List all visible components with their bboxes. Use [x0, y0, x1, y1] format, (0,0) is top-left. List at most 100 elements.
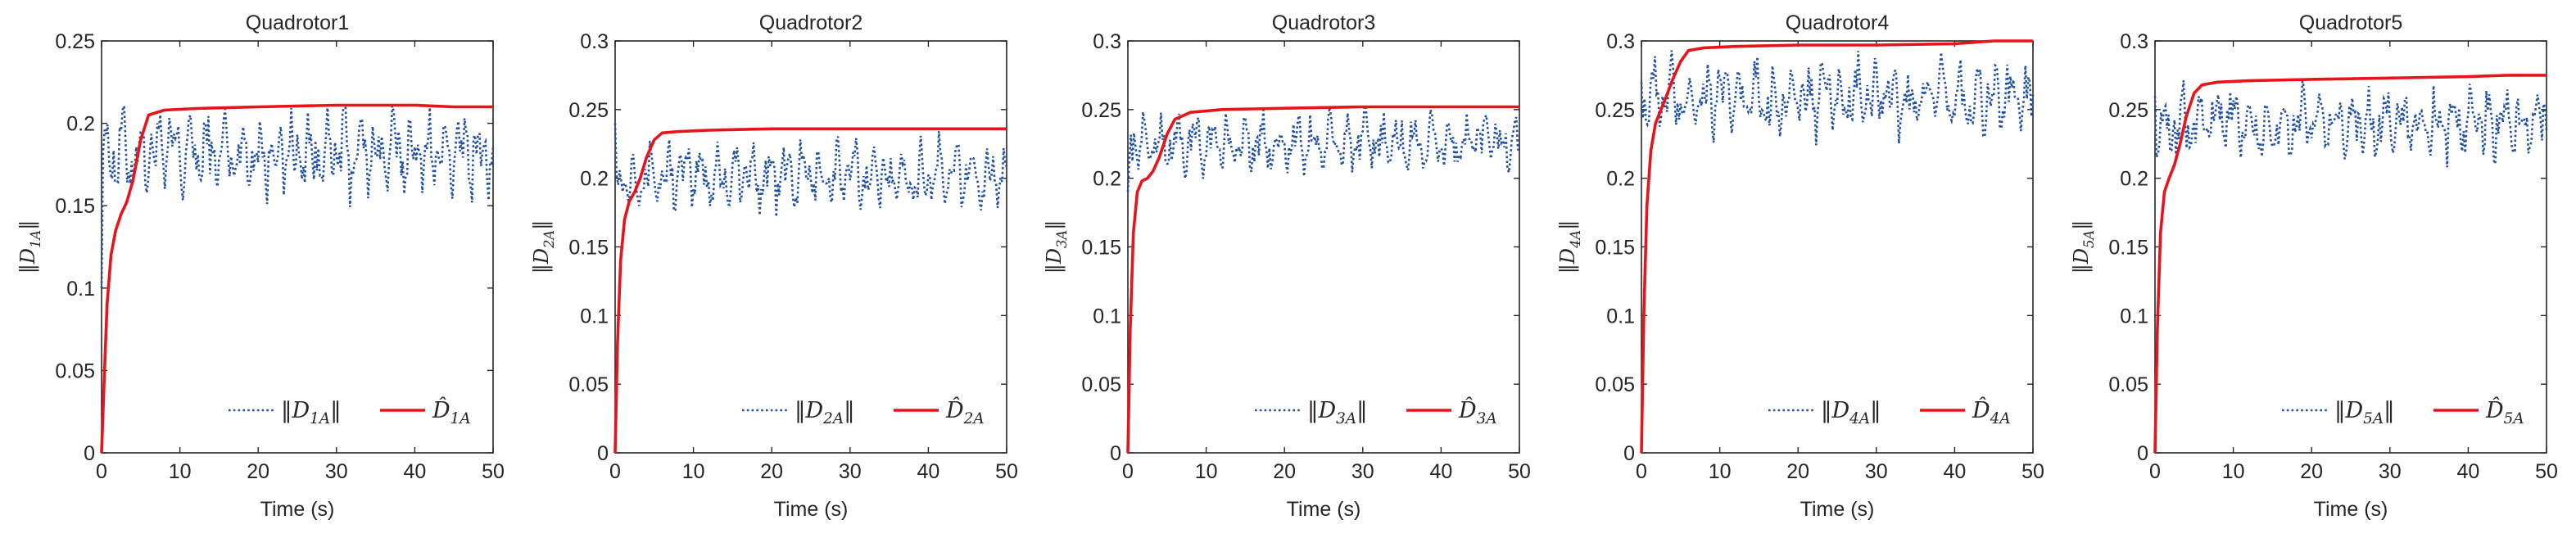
y-tick-label: 0.2 — [1606, 168, 1635, 191]
x-axis-label: Time (s) — [260, 498, 335, 521]
x-tick-label: 40 — [1429, 460, 1452, 483]
x-tick-label: 0 — [1636, 460, 1647, 483]
x-tick-label: 50 — [2021, 460, 2044, 483]
y-tick-label: 0.15 — [2108, 237, 2148, 260]
series-line-measured — [1640, 50, 2035, 146]
x-tick-label: 20 — [2300, 460, 2323, 483]
chart-panel-5: Quadrotor5 0 10 20 30 40 50 0 0.05 0.1 0.15 0.2 0.25… — [2070, 11, 2558, 521]
x-tick-label: 10 — [169, 460, 192, 483]
rich-label: D̂1A — [432, 396, 471, 427]
rich-label: D̂3A — [1458, 396, 1497, 427]
y-tick-label: 0.15 — [1595, 237, 1635, 260]
x-tick-label: 50 — [995, 460, 1018, 483]
legend: ‖D3A‖ D̂3A — [1255, 396, 1497, 427]
y-axis-label-group: ‖D5A‖ — [2070, 220, 2097, 274]
x-tick-label: 50 — [1508, 460, 1531, 483]
rich-label: ‖D3A‖ — [1043, 220, 1070, 274]
y-tick-label: 0 — [84, 442, 95, 465]
plot-area — [614, 40, 1007, 454]
x-axis-label: Time (s) — [774, 498, 849, 521]
plot-area — [101, 40, 494, 454]
chart-panel-2: Quadrotor2 0 10 20 30 40 50 0 0.05 0.1 0.15 0.2 0.25… — [530, 11, 1018, 521]
plot-area — [1127, 40, 1520, 454]
series-line-measured — [100, 101, 495, 288]
y-tick-label: 0.1 — [2120, 305, 2148, 328]
y-tick-label: 0.15 — [568, 237, 609, 260]
chart-title: Quadrotor1 — [246, 11, 349, 34]
x-tick-label: 0 — [1122, 460, 1134, 483]
rich-label: ‖D5A‖ — [2070, 220, 2097, 274]
x-tick-label: 10 — [1709, 460, 1732, 483]
series-line-estimate — [1126, 105, 1519, 454]
x-tick-label: 50 — [2535, 460, 2558, 483]
x-tick-label: 0 — [2149, 460, 2161, 483]
y-tick-label: 0.1 — [580, 305, 609, 328]
x-axis-label: Time (s) — [2314, 498, 2388, 521]
chart-title: Quadrotor4 — [1786, 11, 1890, 34]
chart-title: Quadrotor2 — [759, 11, 862, 34]
rich-label: ‖D4A‖ — [1556, 220, 1583, 274]
x-axis-label: Time (s) — [1287, 498, 1361, 521]
plot-area — [1641, 40, 2034, 454]
y-tick-label: 0.2 — [580, 168, 609, 191]
y-tick-label: 0.15 — [1081, 237, 1121, 260]
y-axis-label-group: ‖D3A‖ — [1043, 220, 1070, 274]
y-tick-label: 0.25 — [568, 99, 609, 122]
rich-label: ‖D4A‖ — [1821, 398, 1881, 427]
x-tick-label: 20 — [1273, 460, 1296, 483]
x-tick-label: 30 — [325, 460, 348, 483]
y-tick-label: 0.3 — [2120, 30, 2148, 53]
series-line-measured — [613, 123, 1008, 217]
x-tick-label: 40 — [2456, 460, 2479, 483]
y-tick-label: 0.25 — [2108, 99, 2148, 122]
y-tick-label: 0.05 — [568, 373, 609, 396]
rich-label: ‖D1A‖ — [16, 220, 43, 274]
y-tick-label: 0.2 — [66, 113, 95, 136]
y-tick-label: 0.1 — [1093, 305, 1121, 328]
series-line-estimate — [1640, 39, 2033, 454]
y-tick-label: 0 — [1623, 442, 1635, 465]
series-line-estimate — [613, 127, 1007, 454]
x-tick-label: 0 — [96, 460, 107, 483]
x-tick-label: 30 — [839, 460, 862, 483]
y-axis-label-group: ‖D4A‖ — [1556, 220, 1583, 274]
rich-label: ‖D2A‖ — [795, 398, 855, 427]
y-axis-label-group: ‖D2A‖ — [530, 220, 557, 274]
y-tick-label: 0.1 — [66, 278, 95, 301]
y-axis-label-group: ‖D1A‖ — [16, 220, 43, 274]
series-line-measured — [2153, 79, 2548, 168]
y-tick-label: 0.05 — [1595, 373, 1635, 396]
y-tick-label: 0.3 — [1093, 30, 1121, 53]
y-tick-label: 0.25 — [55, 30, 95, 53]
chart-panel-4: Quadrotor4 0 10 20 30 40 50 0 0.05 0.1 0.15 0.2 0.25… — [1556, 11, 2044, 521]
legend: ‖D2A‖ D̂2A — [742, 396, 985, 427]
series-line-estimate — [2153, 74, 2547, 454]
x-tick-label: 10 — [2222, 460, 2245, 483]
x-tick-label: 30 — [1351, 460, 1374, 483]
rich-label: ‖D2A‖ — [530, 220, 557, 274]
x-tick-label: 40 — [1943, 460, 1966, 483]
y-tick-label: 0.15 — [55, 195, 95, 218]
rich-label: ‖D5A‖ — [2334, 398, 2395, 427]
y-tick-label: 0.25 — [1081, 99, 1121, 122]
series-line-estimate — [100, 103, 493, 454]
y-tick-label: 0.2 — [2120, 168, 2148, 191]
chart-panel-3: Quadrotor3 0 10 20 30 40 50 0 0.05 0.1 0.15 0.2 0.25… — [1043, 11, 1531, 521]
x-tick-label: 10 — [682, 460, 705, 483]
legend: ‖D4A‖ D̂4A — [1768, 396, 2011, 427]
x-tick-label: 20 — [247, 460, 269, 483]
rich-label: D̂4A — [1972, 396, 2011, 427]
x-tick-label: 40 — [403, 460, 426, 483]
rich-label: D̂2A — [945, 396, 985, 427]
x-axis-label: Time (s) — [1800, 498, 1875, 521]
x-tick-label: 20 — [1786, 460, 1809, 483]
y-tick-label: 0.05 — [55, 359, 95, 382]
series-line-measured — [1126, 102, 1521, 192]
x-tick-label: 30 — [2379, 460, 2402, 483]
y-tick-label: 0.25 — [1595, 99, 1635, 122]
x-tick-label: 20 — [760, 460, 783, 483]
chart-title: Quadrotor3 — [1272, 11, 1375, 34]
y-tick-label: 0.3 — [1606, 30, 1635, 53]
y-tick-label: 0.05 — [1081, 373, 1121, 396]
